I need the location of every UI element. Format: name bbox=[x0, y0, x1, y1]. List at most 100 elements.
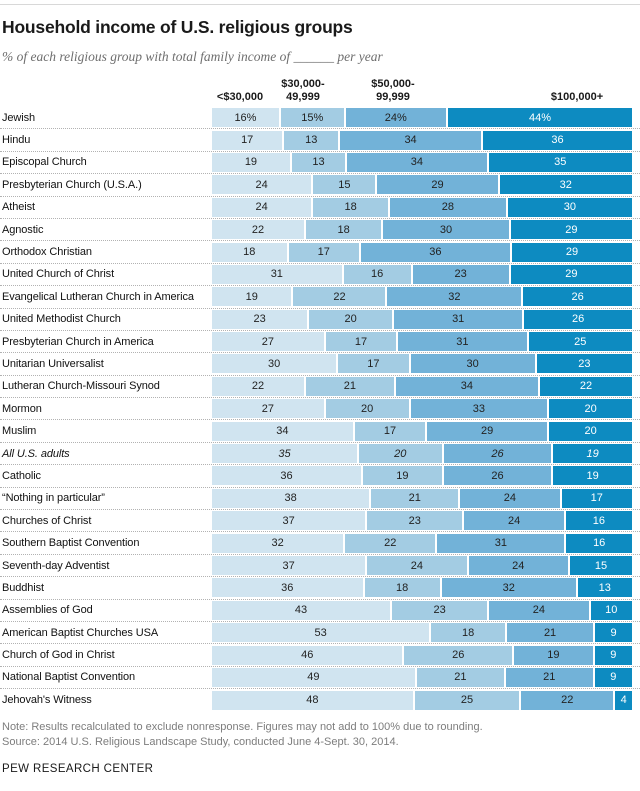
table-row: All U.S. adults 35 20 26 19 bbox=[0, 443, 640, 466]
table-row: Church of God in Christ 46 26 19 9 bbox=[0, 644, 640, 667]
bar-segment: 43 bbox=[212, 600, 391, 620]
bar-segment: 16 bbox=[343, 264, 411, 284]
bar-segment: 35 bbox=[488, 152, 632, 172]
bar-segment: 29 bbox=[510, 220, 632, 240]
row-label: Episcopal Church bbox=[2, 156, 87, 169]
bar-segment: 20 bbox=[549, 421, 632, 441]
bar-segment: 9 bbox=[594, 667, 632, 687]
bar-segment: 25 bbox=[414, 690, 520, 710]
bar-segment: 30 bbox=[383, 220, 509, 240]
table-row: Buddhist 36 18 32 13 bbox=[0, 577, 640, 600]
bar-segment: 26 bbox=[443, 444, 552, 464]
table-row: Mormon 27 20 33 20 bbox=[0, 398, 640, 421]
column-header-line: $100,000+ bbox=[550, 91, 604, 103]
chart-subtitle: % of each religious group with total fam… bbox=[2, 49, 383, 64]
bar-segment: 16 bbox=[566, 533, 632, 553]
bar-segment: 37 bbox=[212, 511, 366, 531]
bar-segment: 22 bbox=[293, 287, 386, 307]
table-row: Presbyterian Church (U.S.A.) 24 15 29 32 bbox=[0, 174, 640, 197]
bar-segment: 34 bbox=[395, 376, 538, 396]
bar-segment: 36 bbox=[482, 130, 632, 150]
note-text: Note: Results recalculated to exclude no… bbox=[2, 720, 483, 733]
bar-segment: 23 bbox=[412, 264, 509, 284]
bar-segment: 32 bbox=[499, 175, 632, 195]
bar-segment: 24 bbox=[460, 488, 560, 508]
bar-segment: 32 bbox=[441, 578, 576, 598]
bar-segment: 22 bbox=[521, 690, 614, 710]
row-label: Mormon bbox=[2, 402, 42, 415]
bar-segment: 26 bbox=[443, 466, 552, 486]
stacked-bar: 32 22 31 16 bbox=[212, 533, 632, 553]
bar-segment: 36 bbox=[212, 578, 363, 598]
chart-header: Household income of U.S. religious group… bbox=[0, 0, 640, 65]
bar-segment: 36 bbox=[212, 466, 362, 486]
stacked-bar: 34 17 29 20 bbox=[212, 421, 632, 441]
row-label: Seventh-day Adventist bbox=[2, 559, 110, 572]
table-row: American Baptist Churches USA 53 18 21 9 bbox=[0, 622, 640, 645]
row-label: Lutheran Church-Missouri Synod bbox=[2, 380, 160, 393]
bar-segment: 21 bbox=[416, 667, 504, 687]
bar-segment: 19 bbox=[514, 645, 593, 665]
bar-segment: 26 bbox=[523, 287, 632, 307]
bar-segment: 22 bbox=[212, 220, 304, 240]
bar-segment: 20 bbox=[325, 399, 409, 419]
bar-segment: 21 bbox=[507, 623, 594, 643]
row-label: Jehovah's Witness bbox=[2, 694, 92, 707]
bar-segment: 15% bbox=[280, 108, 344, 128]
bar-segment: 18 bbox=[212, 242, 287, 262]
column-headers: <$30,000 $30,000- 49,999 $50,000- 99,999… bbox=[0, 65, 640, 107]
stacked-bar: 24 15 29 32 bbox=[212, 175, 632, 195]
bar-segment: 17 bbox=[338, 354, 409, 374]
bar-segment: 19 bbox=[553, 466, 632, 486]
row-label: National Baptist Convention bbox=[2, 671, 136, 684]
stacked-bar: 35 20 26 19 bbox=[212, 444, 632, 464]
stacked-bar: 37 24 24 15 bbox=[212, 556, 632, 575]
stacked-bar: 36 18 32 13 bbox=[212, 578, 632, 598]
bar-segment: 34 bbox=[340, 130, 481, 150]
column-header-100k-plus: $100,000+ bbox=[551, 91, 603, 104]
column-header-line: 99,999 bbox=[376, 91, 410, 103]
row-label: All U.S. adults bbox=[2, 447, 70, 460]
table-row: Episcopal Church 19 13 34 35 bbox=[0, 152, 640, 175]
row-label: Orthodox Christian bbox=[2, 246, 92, 259]
bar-segment: 23 bbox=[392, 600, 488, 620]
stacked-bar: 31 16 23 29 bbox=[212, 264, 632, 284]
bar-segment: 23 bbox=[212, 309, 308, 329]
bar-segment: 29 bbox=[511, 242, 632, 262]
bar-segment: 23 bbox=[536, 354, 632, 374]
table-row: Seventh-day Adventist 37 24 24 15 bbox=[0, 555, 640, 578]
bar-segment: 27 bbox=[212, 332, 324, 352]
row-label: Evangelical Lutheran Church in America bbox=[2, 290, 194, 303]
bar-segment: 30 bbox=[410, 354, 535, 374]
bar-segment: 17 bbox=[325, 332, 397, 352]
bar-segment: 35 bbox=[212, 444, 357, 464]
bar-segment: 24 bbox=[489, 600, 589, 620]
bar-segment: 31 bbox=[437, 533, 565, 553]
table-row: Muslim 34 17 29 20 bbox=[0, 420, 640, 443]
bar-segment: 17 bbox=[212, 130, 283, 150]
page-title: Household income of U.S. religious group… bbox=[2, 17, 353, 37]
bar-segment: 20 bbox=[358, 444, 442, 464]
stacked-bar: 48 25 22 4 bbox=[212, 690, 633, 710]
bar-segment: 15 bbox=[569, 556, 632, 575]
bar-segment: 18 bbox=[313, 197, 388, 217]
row-label: United Church of Christ bbox=[2, 268, 115, 281]
chart-rows: Jewish 16% 15% 24% 44% Hindu 17 13 34 36 Episc… bbox=[0, 107, 640, 712]
bar-segment: 24 bbox=[367, 556, 467, 575]
row-label: Churches of Christ bbox=[2, 514, 92, 527]
bar-segment: 24 bbox=[464, 511, 564, 531]
bar-segment: 29 bbox=[510, 264, 632, 284]
column-header-30k-49k: $30,000- 49,999 bbox=[281, 78, 324, 104]
bar-segment: 19 bbox=[212, 287, 292, 307]
table-row: “Nothing in particular” 38 21 24 17 bbox=[0, 488, 640, 511]
row-label: Agnostic bbox=[2, 223, 44, 236]
bar-segment: 33 bbox=[410, 399, 548, 419]
table-row: Orthodox Christian 18 17 36 29 bbox=[0, 241, 640, 264]
row-label: Muslim bbox=[2, 425, 37, 438]
bar-segment: 24% bbox=[345, 108, 446, 128]
bar-segment: 31 bbox=[394, 309, 523, 329]
column-header-line: 49,999 bbox=[286, 91, 320, 103]
table-row: Presbyterian Church in America 27 17 31 25 bbox=[0, 331, 640, 354]
table-row: United Methodist Church 23 20 31 26 bbox=[0, 309, 640, 331]
